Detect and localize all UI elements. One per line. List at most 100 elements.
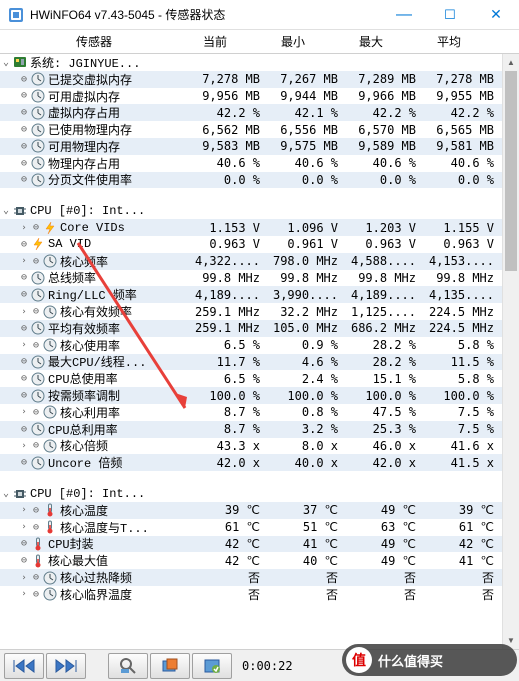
value-max: 49 ℃ xyxy=(346,537,424,551)
scroll-up-icon[interactable]: ▲ xyxy=(503,54,519,71)
clock-icon xyxy=(30,89,46,103)
sensor-row[interactable]: ⊖核心最大值42 ℃40 ℃49 ℃41 ℃ xyxy=(0,552,502,569)
expand-icon[interactable]: › xyxy=(18,307,30,317)
value-current: 99.8 MHz xyxy=(190,271,268,285)
sensor-row[interactable]: ⊖平均有效频率259.1 MHz105.0 MHz686.2 MHz224.5 … xyxy=(0,320,502,337)
col-sensor[interactable]: 传感器 xyxy=(0,33,180,50)
value-max: 否 xyxy=(346,586,424,603)
expand-icon[interactable]: › xyxy=(18,441,30,451)
scrollbar-thumb[interactable] xyxy=(505,71,517,271)
search-button[interactable] xyxy=(108,653,148,679)
sensor-label: CPU总利用率 xyxy=(46,421,190,438)
minimize-button[interactable]: — xyxy=(381,0,427,30)
sensor-row[interactable]: ›⊖核心过热降频否否否否 xyxy=(0,569,502,586)
bullet-icon: ⊖ xyxy=(18,74,30,85)
sensor-row[interactable]: ›⊖核心临界温度否否否否 xyxy=(0,586,502,603)
bullet-icon: ⊖ xyxy=(30,572,42,583)
sensor-row[interactable]: ›⊖核心利用率8.7 %0.8 %47.5 %7.5 % xyxy=(0,404,502,421)
vertical-scrollbar[interactable]: ▲ ▼ xyxy=(502,54,519,649)
spacer xyxy=(0,471,502,485)
bullet-icon: ⊖ xyxy=(18,239,30,250)
value-max: 49 ℃ xyxy=(346,503,424,517)
value-avg: 42 ℃ xyxy=(424,537,502,551)
sensor-row[interactable]: ›⊖核心温度39 ℃37 ℃49 ℃39 ℃ xyxy=(0,502,502,519)
sensor-row[interactable]: ⊖可用虚拟内存9,956 MB9,944 MB9,966 MB9,955 MB xyxy=(0,88,502,105)
expand-icon[interactable]: › xyxy=(18,573,30,583)
log-button[interactable] xyxy=(192,653,232,679)
expand-icon[interactable]: › xyxy=(18,407,30,417)
sensor-row[interactable]: ⊖虚拟内存占用42.2 %42.1 %42.2 %42.2 % xyxy=(0,104,502,121)
clock-icon xyxy=(30,156,46,170)
column-headers: 传感器 当前 最小 最大 平均 xyxy=(0,30,519,54)
value-min: 否 xyxy=(268,569,346,586)
value-avg: 11.5 % xyxy=(424,355,502,369)
value-max: 63 ℃ xyxy=(346,520,424,534)
elapsed-time: 0:00:22 xyxy=(242,659,293,673)
col-current[interactable]: 当前 xyxy=(180,33,258,50)
board-icon xyxy=(12,55,28,69)
sensor-row[interactable]: ›⊖核心温度与T...61 ℃51 ℃63 ℃61 ℃ xyxy=(0,519,502,536)
value-max: 15.1 % xyxy=(346,372,424,386)
group-label: CPU [#0]: Int... xyxy=(28,204,190,218)
value-min: 9,575 MB xyxy=(268,139,346,153)
value-avg: 39 ℃ xyxy=(424,503,502,517)
sensor-label: 平均有效频率 xyxy=(46,320,190,337)
sensor-row[interactable]: ›⊖核心频率4,322....798.0 MHz4,588....4,153..… xyxy=(0,253,502,270)
clock-icon xyxy=(30,456,46,470)
sensor-row[interactable]: ›⊖Core VIDs1.153 V1.096 V1.203 V1.155 V xyxy=(0,219,502,236)
group-label: 系统: JGINYUE... xyxy=(28,54,190,71)
value-avg: 0.0 % xyxy=(424,173,502,187)
maximize-button[interactable]: ☐ xyxy=(427,0,473,30)
sensor-row[interactable]: ⊖最大CPU/线程...11.7 %4.6 %28.2 %11.5 % xyxy=(0,354,502,371)
expand-icon[interactable]: › xyxy=(18,256,30,266)
expand-icon[interactable]: › xyxy=(18,223,30,233)
value-avg: 41.5 x xyxy=(424,456,502,470)
expand-icon[interactable]: › xyxy=(18,522,30,532)
sensor-row[interactable]: ⊖按需频率调制100.0 %100.0 %100.0 %100.0 % xyxy=(0,387,502,404)
sensor-row[interactable]: ⊖物理内存占用40.6 %40.6 %40.6 %40.6 % xyxy=(0,155,502,172)
expand-icon[interactable]: › xyxy=(18,589,30,599)
sensor-row[interactable]: ›⊖核心倍频43.3 x8.0 x46.0 x41.6 x xyxy=(0,438,502,455)
close-button[interactable]: ✕ xyxy=(473,0,519,30)
expand-icon[interactable]: › xyxy=(18,340,30,350)
col-max[interactable]: 最大 xyxy=(336,33,414,50)
collapse-icon[interactable]: ⌄ xyxy=(0,488,12,499)
col-min[interactable]: 最小 xyxy=(258,33,336,50)
sensor-row[interactable]: ⊖已提交虚拟内存7,278 MB7,267 MB7,289 MB7,278 MB xyxy=(0,71,502,88)
value-max: 28.2 % xyxy=(346,338,424,352)
nav-last-button[interactable] xyxy=(46,653,86,679)
sensor-row[interactable]: ⊖已使用物理内存6,562 MB6,556 MB6,570 MB6,565 MB xyxy=(0,121,502,138)
sensor-row[interactable]: ⊖SA VID0.963 V0.961 V0.963 V0.963 V xyxy=(0,236,502,253)
sensor-row[interactable]: ⊖可用物理内存9,583 MB9,575 MB9,589 MB9,581 MB xyxy=(0,138,502,155)
expand-icon[interactable]: › xyxy=(18,505,30,515)
value-max: 否 xyxy=(346,569,424,586)
value-max: 9,589 MB xyxy=(346,139,424,153)
bullet-icon: ⊖ xyxy=(30,505,42,516)
sensor-row[interactable]: ⊖分页文件使用率0.0 %0.0 %0.0 %0.0 % xyxy=(0,172,502,189)
sensor-row[interactable]: ⊖CPU封装42 ℃41 ℃49 ℃42 ℃ xyxy=(0,536,502,553)
value-current: 6.5 % xyxy=(190,372,268,386)
col-avg[interactable]: 平均 xyxy=(414,33,492,50)
bolt-icon xyxy=(42,221,58,235)
bullet-icon: ⊖ xyxy=(30,522,42,533)
group-header[interactable]: ⌄CPU [#0]: Int... xyxy=(0,485,502,502)
sensor-row[interactable]: ⊖Uncore 倍频42.0 x40.0 x42.0 x41.5 x xyxy=(0,454,502,471)
sensor-row[interactable]: ⊖CPU总使用率6.5 %2.4 %15.1 %5.8 % xyxy=(0,370,502,387)
value-current: 9,583 MB xyxy=(190,139,268,153)
group-header[interactable]: ⌄ 系统: JGINYUE... xyxy=(0,54,502,71)
value-min: 2.4 % xyxy=(268,372,346,386)
collapse-icon[interactable]: ⌄ xyxy=(0,57,12,68)
sensor-row[interactable]: ›⊖核心有效频率259.1 MHz32.2 MHz1,125....224.5 … xyxy=(0,303,502,320)
value-current: 6,562 MB xyxy=(190,123,268,137)
bullet-icon: ⊖ xyxy=(18,555,30,566)
collapse-icon[interactable]: ⌄ xyxy=(0,205,12,216)
config-button[interactable] xyxy=(150,653,190,679)
nav-first-button[interactable] xyxy=(4,653,44,679)
sensor-row[interactable]: ⊖CPU总利用率8.7 %3.2 %25.3 %7.5 % xyxy=(0,421,502,438)
sensor-row[interactable]: ›⊖核心使用率6.5 %0.9 %28.2 %5.8 % xyxy=(0,337,502,354)
sensor-row[interactable]: ⊖总线频率99.8 MHz99.8 MHz99.8 MHz99.8 MHz xyxy=(0,270,502,287)
clock-icon xyxy=(42,587,58,601)
sensor-row[interactable]: ⊖Ring/LLC 频率4,189....3,990....4,189....4… xyxy=(0,286,502,303)
group-header[interactable]: ⌄ CPU [#0]: Int... xyxy=(0,202,502,219)
bullet-icon: ⊖ xyxy=(30,256,42,267)
